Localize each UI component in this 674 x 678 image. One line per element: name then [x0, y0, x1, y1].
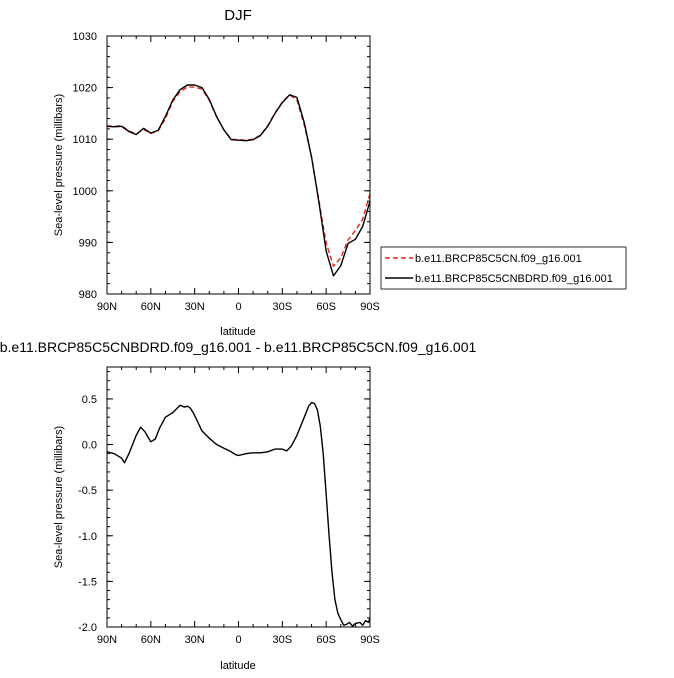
panel1-series-line-1	[106, 84, 371, 277]
panel2-y-tick-label: -2.0	[78, 622, 97, 634]
panel1-y-tick-label: 980	[79, 289, 97, 301]
panel2-x-tick-label: 0	[235, 634, 241, 646]
panel1-y-tick-label: 1000	[73, 186, 97, 198]
panel1-x-tick-label: 30S	[273, 301, 293, 313]
panel2-x-tick-label: 60S	[316, 634, 336, 646]
panel1-y-tick-label: 1030	[73, 31, 97, 43]
panel1-lines	[106, 84, 371, 277]
panel1-ylabel: Sea-level pressure (millibars)	[53, 94, 65, 236]
panel1-series-line-0	[106, 86, 371, 267]
panel1-x-tick-label: 0	[235, 301, 241, 313]
panel2-y-tick-label: -1.0	[78, 531, 97, 543]
panel2-plot-frame	[106, 366, 371, 628]
panel2-ticks: 90N 60N 30N 0 30S 60S 90S -2.0 -1.5 -1.0 -0.5 0.0 0.…	[78, 367, 380, 646]
panel2-y-tick-label: 0.5	[82, 394, 97, 406]
panel2-ylabel: Sea-level pressure (millibars)	[53, 426, 65, 568]
panel1-x-tick-label: 90S	[360, 301, 380, 313]
panel2-xlabel: latitude	[220, 660, 255, 672]
legend-label-control: b.e11.BRCP85C5CN.f09_g16.001	[415, 253, 582, 265]
panel1-x-tick-label: 60S	[316, 301, 336, 313]
panel2-series-line-0	[106, 401, 371, 627]
panel2-y-tick-label: -0.5	[78, 485, 97, 497]
panel1-x-tick-label: 30N	[185, 301, 205, 313]
panel2-x-tick-label: 30S	[273, 634, 293, 646]
panel1-y-tick-label: 1010	[73, 134, 97, 146]
panel1-x-tick-label: 90N	[97, 301, 117, 313]
panel1-y-tick-label: 1020	[73, 83, 97, 95]
panel1-xlabel: latitude	[220, 326, 255, 338]
panel2-x-tick-label: 90N	[97, 634, 117, 646]
panel1-title: DJF	[224, 7, 252, 24]
panel2-x-tick-label: 30N	[185, 634, 205, 646]
panel2-x-tick-label: 90S	[360, 634, 380, 646]
panel2-lines	[106, 401, 371, 627]
panel1-ticks: 90N 60N 30N 0 30S 60S 90S 980 990 1000 1010 1020 103…	[73, 31, 380, 313]
panel2-y-tick-label: -1.5	[78, 576, 97, 588]
panel2-title: b.e11.BRCP85C5CNBDRD.f09_g16.001 - b.e11…	[0, 339, 476, 355]
panel2-x-tick-label: 60N	[141, 634, 161, 646]
legend: b.e11.BRCP85C5CN.f09_g16.001 b.e11.BRCP8…	[380, 246, 627, 290]
panel1-x-tick-label: 60N	[141, 301, 161, 313]
legend-box	[380, 246, 627, 290]
panel2-y-tick-label: 0.0	[82, 440, 97, 452]
panel1-plot-frame	[106, 35, 371, 295]
panel1-y-tick-label: 990	[79, 237, 97, 249]
legend-label-experiment: b.e11.BRCP85C5CNBDRD.f09_g16.001	[415, 273, 613, 285]
